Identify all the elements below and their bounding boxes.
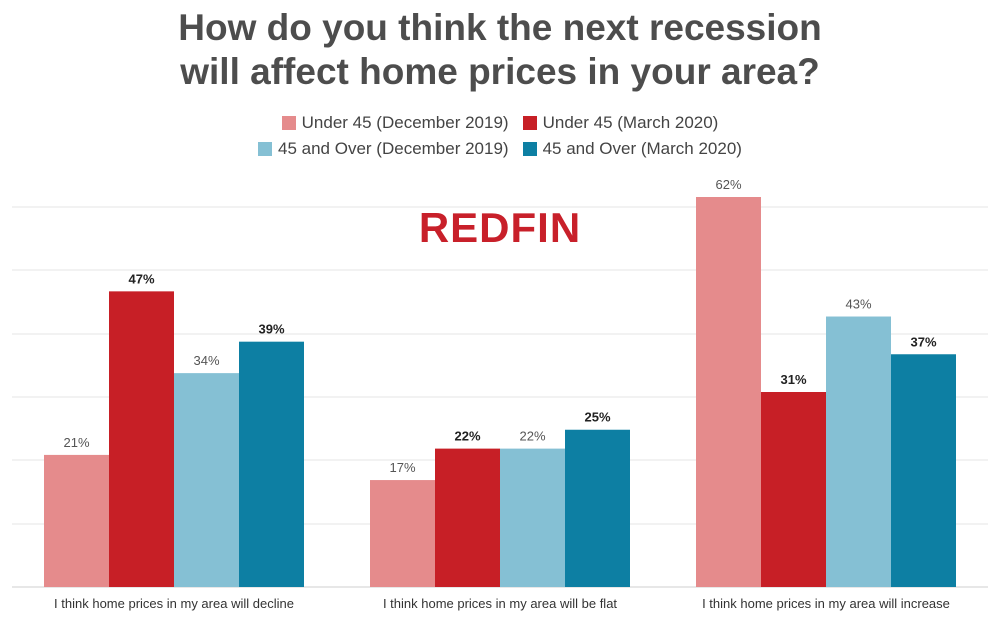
legend-item-45over-dec2019: 45 and Over (December 2019) — [258, 139, 509, 159]
category-label-2: I think home prices in my area will incr… — [702, 596, 950, 611]
legend-label: Under 45 (March 2020) — [542, 113, 719, 132]
data-label-s2-c1: 22% — [519, 429, 545, 444]
bar-s1-c1 — [435, 448, 500, 587]
data-label-s3-c2: 37% — [910, 334, 936, 349]
data-label-s1-c0: 47% — [128, 271, 154, 286]
data-label-s1-c2: 31% — [780, 372, 806, 387]
bar-s1-c0 — [109, 291, 174, 587]
legend-swatch — [522, 116, 537, 130]
chart-title: How do you think the next recession will… — [0, 6, 1000, 94]
legend-swatch — [281, 116, 296, 130]
bar-s2-c1 — [500, 448, 565, 587]
data-label-s0-c0: 21% — [63, 435, 89, 450]
bar-s2-c2 — [826, 316, 891, 587]
legend-row-1: Under 45 (December 2019) Under 45 (March… — [0, 110, 1000, 136]
legend-item-45over-mar2020: 45 and Over (March 2020) — [522, 139, 742, 159]
legend-item-under45-dec2019: Under 45 (December 2019) — [281, 113, 509, 133]
chart-title-line-1: How do you think the next recession — [178, 7, 822, 48]
legend-label: 45 and Over (March 2020) — [542, 139, 742, 158]
category-label-1: I think home prices in my area will be f… — [383, 596, 617, 611]
bar-s0-c0 — [44, 454, 109, 587]
bar-s0-c2 — [696, 197, 761, 587]
data-label-s0-c2: 62% — [715, 177, 741, 192]
data-label-s3-c0: 39% — [258, 322, 284, 337]
data-label-s2-c0: 34% — [193, 353, 219, 368]
legend-swatch — [522, 142, 537, 156]
chart-legend: Under 45 (December 2019) Under 45 (March… — [0, 110, 1000, 162]
bar-s3-c0 — [239, 341, 304, 587]
legend-item-under45-mar2020: Under 45 (March 2020) — [522, 113, 719, 133]
chart-title-line-2: will affect home prices in your area? — [180, 51, 820, 92]
data-label-s0-c1: 17% — [389, 460, 415, 475]
data-label-s2-c2: 43% — [845, 297, 871, 312]
data-label-s1-c1: 22% — [454, 429, 480, 444]
bar-s1-c2 — [761, 392, 826, 587]
legend-label: Under 45 (December 2019) — [301, 113, 509, 132]
category-label-0: I think home prices in my area will decl… — [54, 596, 294, 611]
legend-swatch — [258, 142, 273, 156]
redfin-logo: REDFIN — [418, 204, 582, 251]
legend-label: 45 and Over (December 2019) — [278, 139, 509, 158]
data-label-s3-c1: 25% — [584, 410, 610, 425]
bar-s0-c1 — [370, 480, 435, 587]
legend-row-2: 45 and Over (December 2019) 45 and Over … — [0, 136, 1000, 162]
bar-s2-c0 — [174, 373, 239, 587]
bar-s3-c2 — [891, 354, 956, 587]
bar-s3-c1 — [565, 429, 630, 587]
